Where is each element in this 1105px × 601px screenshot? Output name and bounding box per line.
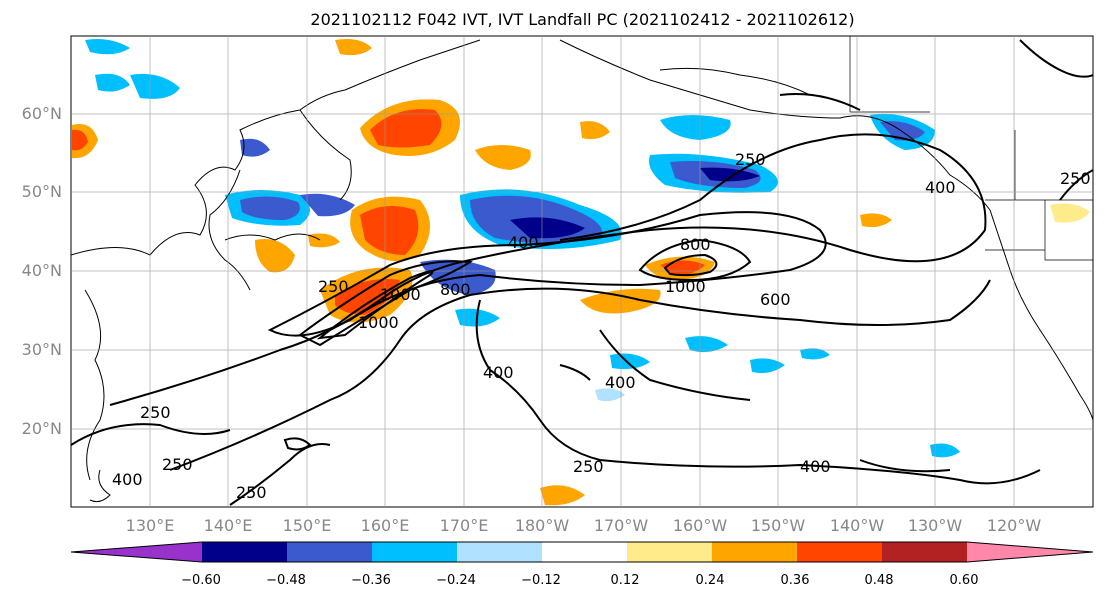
lon-label: 170°E xyxy=(439,516,489,535)
colorbar-swatch xyxy=(712,542,797,562)
colorbar-swatch xyxy=(372,542,457,562)
contour-label: 600 xyxy=(760,290,791,309)
contour-label: 800 xyxy=(680,235,711,254)
contour-label: 250 xyxy=(236,483,267,502)
contour-label: 250 xyxy=(318,277,349,296)
contour-labels: 250 250 250 250 250 250 250 400 400 400 … xyxy=(112,150,1091,502)
colorbar-extend-low xyxy=(71,542,202,562)
colorbar-tick-label: 0.24 xyxy=(695,573,725,588)
colorbar-extend-high xyxy=(967,542,1093,562)
lon-label: 130°W xyxy=(907,516,963,535)
colorbar-tick-label: 0.36 xyxy=(780,573,810,588)
contour-label: 250 xyxy=(1060,169,1091,188)
colorbar-tick-label: 0.48 xyxy=(864,573,894,588)
contour-label: 250 xyxy=(140,403,171,422)
colorbar-tick-label: −0.12 xyxy=(521,573,561,588)
lat-label: 40°N xyxy=(21,261,62,280)
colorbar-tick-label: −0.24 xyxy=(436,573,476,588)
lon-label: 150°E xyxy=(282,516,332,535)
contour-label: 250 xyxy=(735,150,766,169)
contour-label: 250 xyxy=(162,455,193,474)
contour-label: 1000 xyxy=(380,285,421,304)
contour-label: 250 xyxy=(573,457,604,476)
lon-label: 160°W xyxy=(672,516,728,535)
lon-label: 140°E xyxy=(203,516,253,535)
lat-label: 20°N xyxy=(21,419,62,438)
lon-label: 170°W xyxy=(593,516,649,535)
lat-label: 30°N xyxy=(21,340,62,359)
lon-label: 150°W xyxy=(750,516,806,535)
contour-label: 400 xyxy=(800,457,831,476)
contour-label: 400 xyxy=(508,233,539,252)
colorbar-swatch xyxy=(542,542,627,562)
lon-label: 160°E xyxy=(360,516,410,535)
gridlines xyxy=(71,36,1093,507)
colorbar xyxy=(70,541,1094,563)
colorbar-tick-label: −0.48 xyxy=(266,573,306,588)
lon-label: 180°W xyxy=(514,516,570,535)
lon-label: 120°W xyxy=(986,516,1042,535)
colorbar-tick-label: 0.12 xyxy=(610,573,640,588)
contour-label: 1000 xyxy=(665,277,706,296)
positive-anomaly-shading xyxy=(72,39,1090,506)
contour-label: 1000 xyxy=(358,313,399,332)
political-borders xyxy=(849,36,1093,261)
contour-label: 400 xyxy=(112,470,143,489)
colorbar-tick-label: −0.36 xyxy=(351,573,391,588)
lon-label: 130°E xyxy=(125,516,175,535)
colorbar-tick-label: −0.60 xyxy=(181,573,221,588)
colorbar-swatch xyxy=(627,542,712,562)
contour-label: 400 xyxy=(605,373,636,392)
contour-label: 800 xyxy=(440,280,471,299)
colorbar-swatch xyxy=(797,542,882,562)
contour-label: 400 xyxy=(483,363,514,382)
contour-label: 400 xyxy=(925,178,956,197)
lon-label: 140°W xyxy=(829,516,885,535)
colorbar-outline xyxy=(70,541,1094,563)
lat-label: 60°N xyxy=(21,104,62,123)
ivt-contours xyxy=(71,39,1093,506)
colorbar-swatch xyxy=(287,542,372,562)
lat-label: 50°N xyxy=(21,182,62,201)
colorbar-swatch xyxy=(457,542,542,562)
map-title: 2021102112 F042 IVT, IVT Landfall PC (20… xyxy=(310,10,855,29)
colorbar-tick-label: 0.60 xyxy=(949,573,979,588)
colorbar-swatch xyxy=(882,542,967,562)
colorbar-swatch xyxy=(202,542,287,562)
